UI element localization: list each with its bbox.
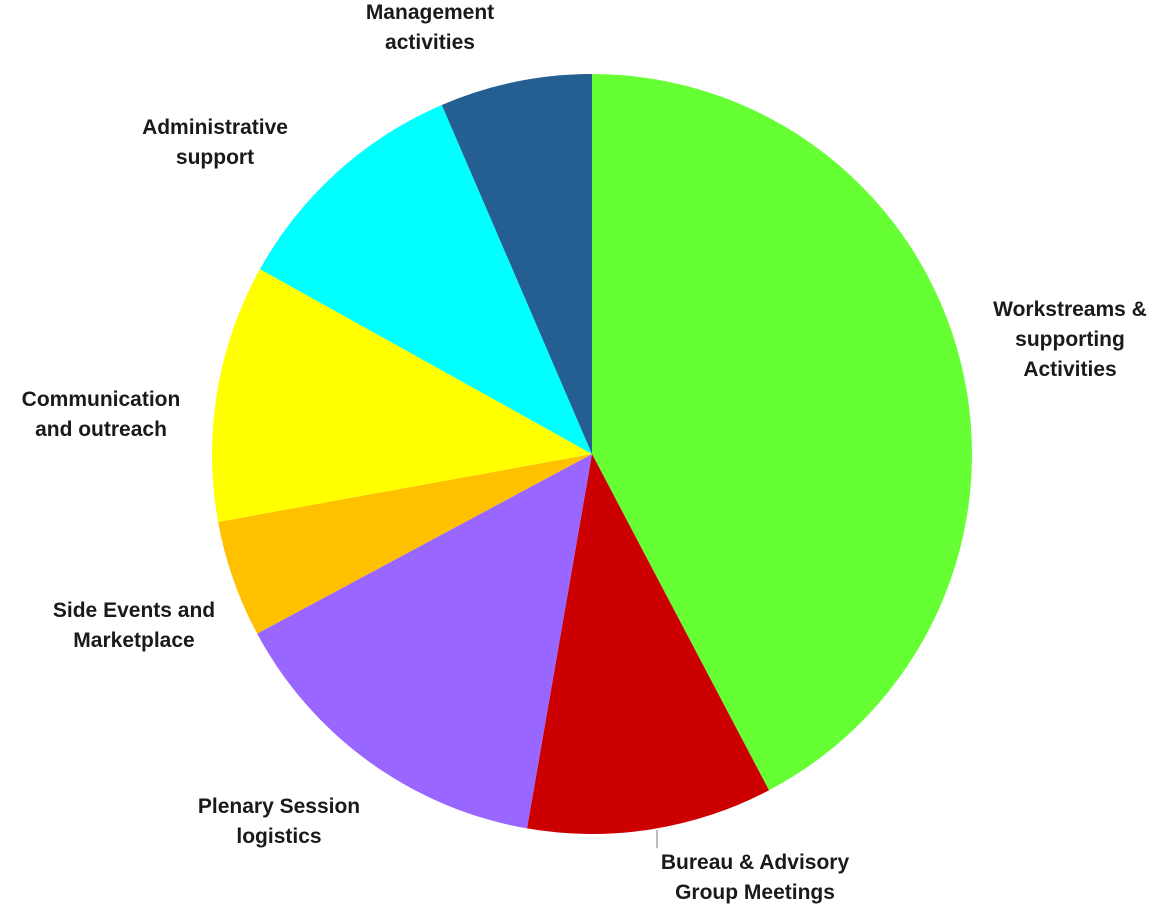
slice-label-line: Communication bbox=[22, 388, 181, 411]
pie-slice-2 bbox=[257, 454, 592, 829]
pie-slice-0 bbox=[592, 74, 972, 791]
slice-label-2: Plenary Session logistics bbox=[198, 795, 360, 848]
pie-slice-1 bbox=[526, 454, 769, 835]
pie-slice-6 bbox=[441, 74, 592, 454]
slice-label-line: Management bbox=[366, 1, 494, 24]
slice-label-line: activities bbox=[385, 31, 475, 54]
slice-label-line: Group Meetings bbox=[675, 881, 835, 904]
slice-label-line: support bbox=[176, 146, 254, 169]
slice-label-5: Administrative support bbox=[142, 116, 288, 169]
slice-label-line: Side Events and bbox=[53, 599, 215, 622]
slice-label-line: Activities bbox=[1023, 358, 1116, 381]
slice-label-6: Management activities bbox=[366, 1, 494, 54]
pie-slice-5 bbox=[259, 104, 592, 454]
slice-label-4: Communication and outreach bbox=[22, 388, 181, 441]
slice-label-line: Marketplace bbox=[73, 629, 194, 652]
slice-label-line: and outreach bbox=[35, 418, 167, 441]
slice-label-line: Administrative bbox=[142, 116, 288, 139]
slice-labels: Workstreams & supporting Activities Bureau … bbox=[22, 1, 1147, 904]
pie-slice-4 bbox=[211, 269, 592, 522]
slice-label-line: supporting bbox=[1015, 328, 1125, 351]
slice-label-line: Bureau & Advisory bbox=[661, 851, 850, 874]
slice-label-line: logistics bbox=[236, 825, 321, 848]
slice-label-line: Plenary Session bbox=[198, 795, 360, 818]
slice-label-3: Side Events and Marketplace bbox=[53, 599, 215, 652]
pie-slices bbox=[211, 74, 972, 835]
slice-label-1: Bureau & Advisory Group Meetings bbox=[661, 851, 850, 904]
slice-label-0: Workstreams & supporting Activities bbox=[993, 298, 1147, 381]
slice-label-line: Workstreams & bbox=[993, 298, 1147, 321]
pie-slice-3 bbox=[218, 454, 592, 634]
